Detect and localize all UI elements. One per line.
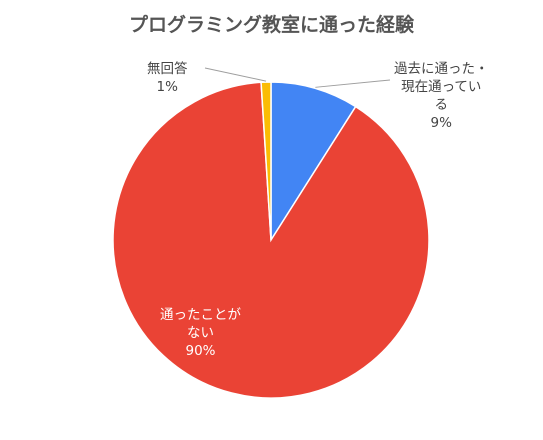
slice-label-never: 通ったことが ない 90% bbox=[160, 306, 241, 360]
chart-title: プログラミング教室に通った経験 bbox=[128, 14, 414, 36]
leader-line-past-or-current bbox=[315, 79, 391, 88]
slice-percent: 9% bbox=[430, 115, 452, 131]
slice-label-line: ない bbox=[187, 325, 214, 341]
slice-label-line: る bbox=[434, 97, 449, 113]
slice-label-past-or-current: 過去に通った・ 現在通ってい る 9% bbox=[394, 60, 489, 132]
slice-percent: 90% bbox=[185, 343, 216, 359]
slice-label-line: 通ったことが bbox=[160, 307, 241, 323]
slice-no-answer bbox=[260, 81, 272, 241]
slice-never bbox=[112, 81, 430, 399]
slice-label-line: 現在通ってい bbox=[401, 79, 482, 95]
leader-line-no-answer bbox=[204, 67, 267, 82]
slice-past-or-current bbox=[270, 81, 357, 243]
slice-percent: 1% bbox=[156, 79, 178, 95]
slice-label-no-answer: 無回答 1% bbox=[147, 60, 188, 96]
slice-label-line: 無回答 bbox=[147, 61, 188, 77]
slice-label-line: 過去に通った・ bbox=[394, 61, 489, 77]
